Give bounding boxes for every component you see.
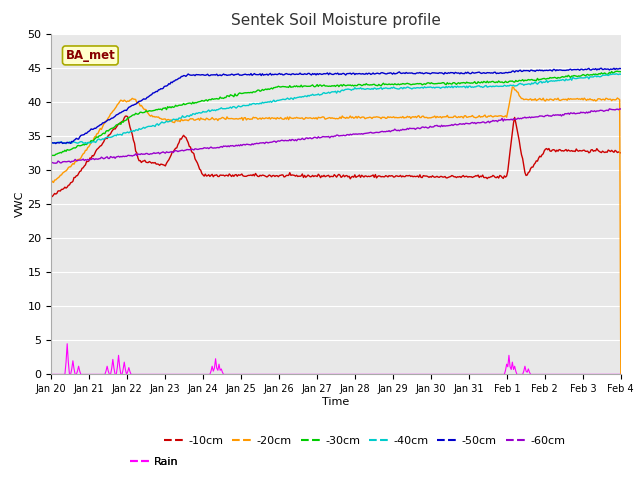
Y-axis label: VWC: VWC — [15, 191, 24, 217]
Legend: Rain: Rain — [125, 452, 183, 471]
Title: Sentek Soil Moisture profile: Sentek Soil Moisture profile — [231, 13, 441, 28]
X-axis label: Time: Time — [323, 397, 349, 407]
Text: BA_met: BA_met — [65, 49, 115, 62]
